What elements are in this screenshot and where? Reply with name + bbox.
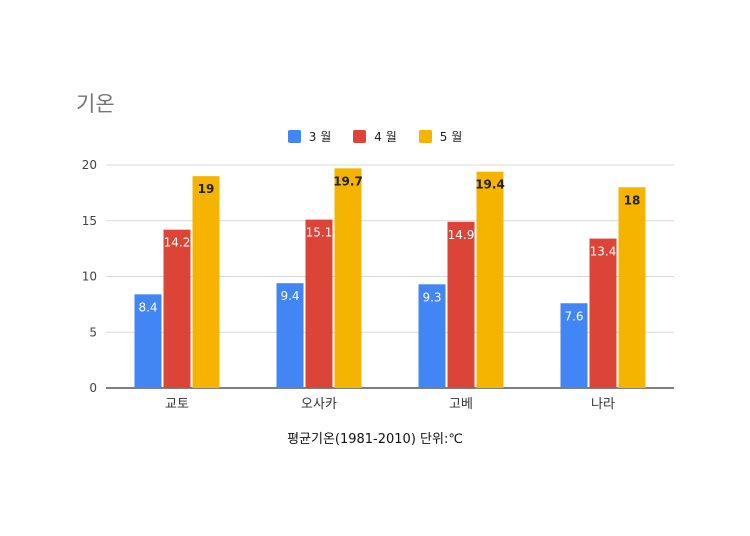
legend-item-march[interactable]: 3 월 [287, 128, 332, 145]
legend-swatch-april [353, 130, 367, 143]
legend-item-may[interactable]: 5 월 [418, 128, 463, 145]
data-label: 8.4 [138, 300, 157, 314]
bar [305, 219, 333, 388]
legend-item-april[interactable]: 4 월 [353, 128, 397, 145]
y-tick-label: 5 [89, 325, 97, 339]
bar [447, 221, 475, 388]
data-label: 14.2 [164, 236, 191, 250]
x-tick-label: 고베 [449, 397, 473, 412]
data-label: 9.4 [280, 289, 299, 303]
y-tick-label: 15 [82, 214, 97, 228]
bar [618, 187, 646, 388]
data-label: 9.3 [422, 290, 441, 304]
bar [334, 168, 362, 388]
x-tick-label: 교토 [165, 397, 189, 412]
bar [134, 294, 162, 388]
y-tick-label: 20 [82, 158, 97, 172]
legend-swatch-may [418, 130, 432, 143]
chart-legend: 3 월 4 월 5 월 [0, 128, 750, 145]
data-label: 18 [624, 193, 641, 207]
data-label: 15.1 [306, 226, 333, 240]
data-label: 19.4 [475, 178, 505, 192]
data-label: 13.4 [590, 245, 617, 259]
data-label: 19 [198, 182, 215, 196]
data-label: 7.6 [564, 309, 583, 323]
y-tick-label: 10 [82, 270, 97, 284]
bar [192, 176, 220, 388]
legend-label-may: 5 월 [439, 130, 463, 144]
x-axis-caption: 평균기온(1981-2010) 단위:℃ [287, 432, 463, 447]
bar [163, 229, 191, 388]
bar [589, 238, 617, 388]
x-tick-label: 나라 [591, 397, 615, 412]
data-label: 14.9 [448, 228, 475, 242]
legend-label-april: 4 월 [374, 130, 397, 144]
y-tick-label: 0 [89, 381, 97, 395]
bar [276, 283, 304, 388]
bar [476, 171, 504, 388]
bar [418, 284, 446, 388]
chart-title: 기온 [76, 92, 115, 116]
legend-label-march: 3 월 [308, 130, 332, 144]
bar [560, 303, 588, 388]
data-label: 19.7 [333, 174, 363, 188]
x-tick-label: 오사카 [301, 397, 337, 412]
legend-swatch-march [287, 130, 301, 143]
